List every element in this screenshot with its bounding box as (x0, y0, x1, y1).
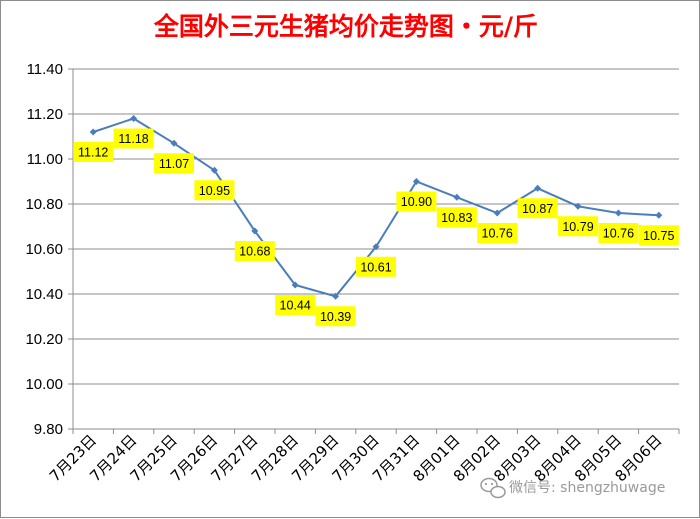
data-label-text: 11.07 (159, 157, 189, 171)
wechat-icon (480, 477, 506, 499)
data-label-text: 10.76 (482, 227, 513, 241)
data-point-marker (372, 243, 380, 251)
data-point-marker (89, 128, 97, 136)
data-point-marker (453, 193, 461, 201)
chart-title: 全国外三元生猪均价走势图・元/斤 (153, 12, 538, 41)
y-tick-label: 11.00 (27, 151, 63, 168)
data-label-text: 11.18 (118, 132, 148, 146)
data-label-text: 10.90 (401, 195, 432, 209)
data-label: 10.61 (356, 256, 396, 277)
y-tick-label: 10.40 (25, 286, 63, 303)
data-label-text: 10.76 (603, 227, 634, 241)
data-label-text: 10.68 (239, 245, 270, 259)
data-point-marker (614, 209, 622, 217)
data-label-text: 10.39 (320, 310, 351, 324)
data-point-marker (412, 178, 420, 185)
data-label: 11.18 (113, 128, 154, 149)
y-tick-label: 11.40 (27, 61, 63, 78)
data-label-bg (356, 256, 396, 277)
data-label-bg (154, 153, 194, 174)
data-label: 10.83 (436, 207, 477, 228)
y-tick-label: 10.80 (25, 196, 63, 213)
y-tick-label: 10.20 (25, 331, 63, 348)
data-label: 10.76 (477, 223, 518, 243)
data-point-marker (291, 281, 299, 289)
data-label: 10.75 (638, 225, 679, 246)
data-label-text: 10.75 (643, 229, 674, 243)
data-label-text: 10.44 (280, 299, 311, 313)
data-label-bg (436, 207, 477, 228)
data-label: 11.07 (154, 153, 194, 174)
data-labels: 11.12 11.18 11.07 10.95 10.68 10.44 10.39 10.61… (73, 128, 679, 327)
data-point-marker (130, 115, 138, 122)
data-label: 11.12 (73, 142, 114, 162)
data-label: 10.76 (598, 223, 639, 243)
data-point-marker (574, 202, 582, 210)
data-point-marker (534, 184, 542, 192)
y-tick-label: 10.00 (25, 376, 63, 393)
data-label-text: 10.79 (562, 220, 593, 234)
watermark-text: 微信号: shengzhuwage (509, 480, 665, 496)
series-line-group (89, 115, 663, 300)
data-label-bg (558, 216, 598, 237)
data-label: 10.79 (558, 216, 598, 237)
data-label-bg (194, 180, 235, 201)
data-label: 10.90 (396, 191, 437, 212)
data-point-marker (655, 211, 663, 219)
data-point-marker (251, 227, 259, 235)
y-tick-label: 11.20 (27, 106, 63, 123)
y-axis: 9.80 10.00 10.20 10.40 10.60 10.80 11.00 11.20 1… (25, 61, 74, 438)
data-label-bg (275, 295, 316, 315)
data-label-bg (477, 223, 518, 243)
data-label: 10.44 (275, 295, 316, 315)
data-label-text: 10.83 (441, 211, 472, 225)
data-label-bg (638, 225, 679, 246)
data-point-marker (210, 166, 218, 174)
data-label: 10.87 (517, 198, 558, 219)
data-label: 10.95 (194, 180, 235, 201)
y-tick-label: 9.80 (34, 421, 63, 438)
data-label-bg (396, 191, 437, 212)
data-label-text: 10.61 (360, 260, 391, 274)
data-label-bg (517, 198, 558, 219)
data-label-bg (598, 223, 639, 243)
watermark: 微信号: shengzhuwage (480, 477, 665, 499)
data-label-text: 11.12 (78, 146, 108, 160)
data-label-bg (73, 142, 114, 162)
y-tick-label: 10.60 (25, 241, 63, 258)
data-label-bg (113, 128, 154, 149)
data-label-bg (234, 241, 275, 261)
data-label: 10.68 (234, 241, 275, 261)
data-point-marker (332, 292, 340, 300)
data-label-text: 10.95 (199, 184, 230, 198)
data-label: 10.39 (315, 306, 356, 327)
data-label-text: 10.87 (522, 202, 553, 216)
data-label-bg (315, 306, 356, 327)
x-axis: 7月23日7月24日7月25日7月26日7月27日7月28日7月29日7月30日… (46, 428, 680, 485)
data-point-marker (493, 209, 501, 217)
data-point-marker (170, 139, 178, 147)
